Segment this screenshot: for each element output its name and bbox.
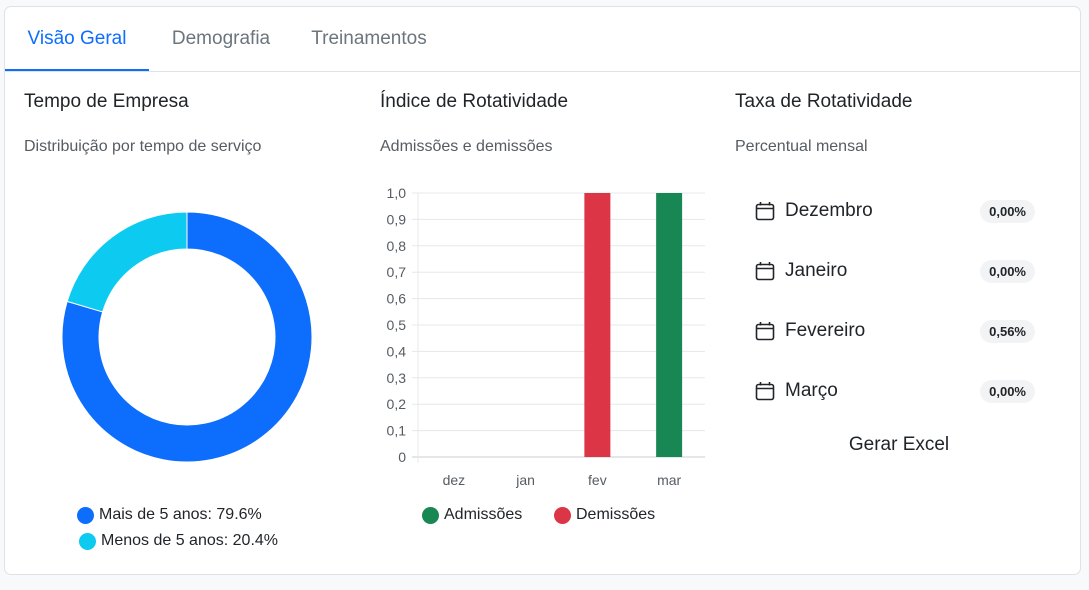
legend-dot-icon bbox=[554, 506, 571, 524]
donut-slice-mais-de-5-anos bbox=[61, 211, 313, 463]
month-row-dezembro: Dezembro 0,00% bbox=[755, 196, 1035, 226]
tab-bar: Visão Geral Demografia Treinamentos bbox=[5, 7, 1080, 72]
generate-excel-button[interactable]: Gerar Excel bbox=[848, 434, 950, 455]
month-row-marco: Março 0,00% bbox=[755, 376, 1035, 406]
tenure-donut-chart bbox=[61, 211, 313, 463]
legend-dot-icon bbox=[422, 506, 439, 524]
y-tick-label: 0 bbox=[398, 449, 406, 465]
month-row-fevereiro: Fevereiro 0,56% bbox=[755, 316, 1035, 346]
legend-label: Mais de 5 anos: 79.6% bbox=[99, 506, 262, 523]
x-tick-label: mar bbox=[657, 472, 681, 488]
turnover-bar-chart: 0 0,1 0,2 0,3 0,4 0,5 0,6 0,7 0,8 0,9 1,0 dez jan fev… bbox=[387, 185, 705, 488]
tenure-title: Tempo de Empresa bbox=[24, 91, 189, 112]
y-tick-label: 0,3 bbox=[387, 370, 407, 386]
calendar-icon bbox=[755, 322, 775, 341]
y-tick-label: 1,0 bbox=[387, 185, 407, 201]
tenure-legend-item: Mais de 5 anos: 79.6% bbox=[77, 506, 262, 524]
y-tick-label: 0,6 bbox=[387, 291, 407, 307]
month-label: Fevereiro bbox=[785, 320, 866, 341]
turnover-rate-title: Taxa de Rotatividade bbox=[735, 91, 913, 112]
y-tick-label: 0,1 bbox=[387, 423, 407, 439]
x-tick-label: dez bbox=[443, 472, 466, 488]
legend-label: Demissões bbox=[576, 506, 656, 523]
turnover-index-title: Índice de Rotatividade bbox=[380, 91, 569, 112]
calendar-icon bbox=[755, 262, 775, 281]
turnover-legend-item: Admissões bbox=[422, 506, 522, 524]
rate-badge: 0,00% bbox=[980, 199, 1035, 223]
y-tick-label: 0,7 bbox=[387, 264, 407, 280]
tab-demografia[interactable]: Demografia bbox=[171, 28, 271, 49]
rate-badge: 0,56% bbox=[980, 319, 1035, 343]
legend-dot-icon bbox=[79, 532, 96, 550]
calendar-icon bbox=[755, 382, 775, 401]
rate-badge: 0,00% bbox=[980, 259, 1035, 283]
y-tick-label: 0,5 bbox=[387, 317, 407, 333]
month-label: Janeiro bbox=[785, 260, 848, 281]
month-row-janeiro: Janeiro 0,00% bbox=[755, 256, 1035, 286]
turnover-index-subtitle: Admissões e demissões bbox=[380, 138, 553, 155]
donut-slice-menos-de-5-anos bbox=[66, 211, 188, 313]
y-tick-label: 0,9 bbox=[387, 211, 407, 227]
month-label: Março bbox=[785, 380, 838, 401]
month-label: Dezembro bbox=[785, 200, 873, 221]
tab-visao-geral[interactable]: Visão Geral bbox=[5, 7, 149, 71]
y-tick-label: 0,4 bbox=[387, 343, 407, 359]
legend-label: Menos de 5 anos: 20.4% bbox=[101, 532, 279, 549]
dashboard-card: Visão Geral Demografia Treinamentos bbox=[4, 6, 1081, 575]
legend-label: Admissões bbox=[444, 506, 523, 523]
x-tick-label: jan bbox=[515, 472, 535, 488]
tenure-subtitle: Distribuição por tempo de serviço bbox=[24, 138, 262, 155]
y-tick-label: 0,2 bbox=[387, 396, 407, 412]
bar-admissoes-mar bbox=[656, 193, 683, 457]
tenure-legend-item: Menos de 5 anos: 20.4% bbox=[79, 532, 278, 550]
turnover-rate-subtitle: Percentual mensal bbox=[735, 138, 868, 155]
x-tick-label: fev bbox=[588, 472, 607, 488]
bar-demissoes-fev bbox=[584, 193, 611, 457]
tab-treinamentos[interactable]: Treinamentos bbox=[311, 28, 427, 49]
y-tick-label: 0,8 bbox=[387, 238, 407, 254]
turnover-legend-item: Demissões bbox=[554, 506, 655, 524]
legend-dot-icon bbox=[77, 506, 94, 524]
calendar-icon bbox=[755, 202, 775, 221]
rate-badge: 0,00% bbox=[980, 379, 1035, 403]
